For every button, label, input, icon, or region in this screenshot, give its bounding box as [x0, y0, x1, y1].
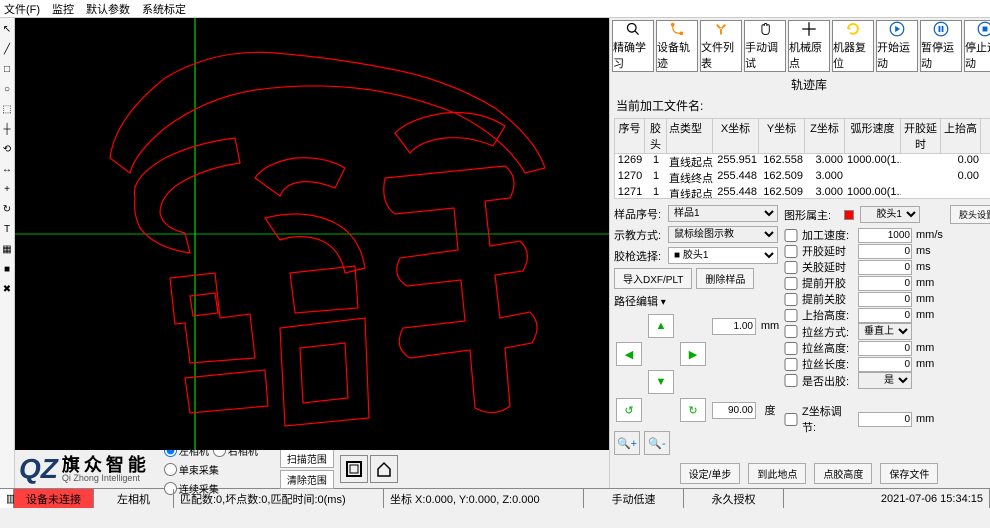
- rotate-cw[interactable]: ↻: [680, 398, 706, 422]
- logo: QZ 旗众智能 Qi Zhong Intelligent: [19, 453, 150, 485]
- tool-7[interactable]: ↔: [0, 162, 14, 176]
- cb-8[interactable]: [784, 358, 798, 371]
- tool-2[interactable]: □: [0, 62, 14, 76]
- zoom-in[interactable]: 🔍+: [614, 431, 640, 455]
- sample-select[interactable]: 样品1: [668, 205, 778, 222]
- cycle-button[interactable]: 机器复位: [832, 20, 874, 72]
- glue-select[interactable]: ■ 胶头1: [668, 247, 778, 264]
- drawing-canvas[interactable]: [15, 18, 609, 450]
- filename-label: 当前加工文件名:: [610, 95, 990, 116]
- top-toolbar: 精确学习设备轨迹文件列表手动调试机械原点机器复位开始运动暂停运动停止运动: [610, 18, 990, 74]
- cb-1[interactable]: [784, 245, 798, 258]
- tool-10[interactable]: T: [0, 222, 14, 236]
- tool-3[interactable]: ○: [0, 82, 14, 96]
- tool-13[interactable]: ✖: [0, 282, 14, 296]
- import-btn[interactable]: 导入DXF/PLT: [614, 268, 692, 289]
- bottom-btn-0[interactable]: 设定/单步: [680, 463, 741, 484]
- status-camera: 左相机: [94, 489, 174, 508]
- bottom-btn-2[interactable]: 点胶高度: [814, 463, 872, 484]
- tool-0[interactable]: ↖: [0, 22, 14, 36]
- attr-select[interactable]: 胶头1: [860, 206, 920, 223]
- clear-range-btn[interactable]: 清除范围: [280, 470, 334, 489]
- up-arrow[interactable]: ▲: [648, 314, 674, 338]
- tool-11[interactable]: ▦: [0, 242, 14, 256]
- status-coord: 坐标 X:0.000, Y:0.000, Z:0.000: [384, 489, 584, 508]
- table-row[interactable]: 12701直线终点255.448162.5093.0000.00: [615, 170, 990, 186]
- glue-setup-btn[interactable]: 胶头设置: [950, 205, 990, 224]
- down-arrow[interactable]: ▼: [648, 370, 674, 394]
- stop-button[interactable]: 停止运动: [964, 20, 990, 72]
- tool-4[interactable]: ⬚: [0, 102, 14, 116]
- menu-calib[interactable]: 系统标定: [142, 1, 186, 17]
- tools-button[interactable]: 文件列表: [700, 20, 742, 72]
- table-row[interactable]: 12691直线起点255.951162.5583.0001000.00(1...…: [615, 154, 990, 170]
- cb-2[interactable]: [784, 261, 798, 274]
- angle-input[interactable]: [712, 402, 756, 419]
- menu-file[interactable]: 文件(F): [4, 1, 40, 17]
- hand-button[interactable]: 手动调试: [744, 20, 786, 72]
- cb-0[interactable]: [784, 229, 798, 242]
- left-arrow[interactable]: ◀: [616, 342, 642, 366]
- status-time: 2021-07-06 15:34:15: [784, 489, 990, 508]
- bottom-btn-3[interactable]: 保存文件: [880, 463, 938, 484]
- tool-8[interactable]: +: [0, 182, 14, 196]
- tool-6[interactable]: ⟲: [0, 142, 14, 156]
- table-row[interactable]: 12711直线起点255.448162.5093.0001000.00(1...: [615, 186, 990, 199]
- tool-1[interactable]: ╱: [0, 42, 14, 56]
- rotate-ccw[interactable]: ↺: [616, 398, 642, 422]
- menu-monitor[interactable]: 监控: [52, 1, 74, 17]
- route-button[interactable]: 设备轨迹: [656, 20, 698, 72]
- left-toolbar: ↖ ╱ □ ○ ⬚ ┼ ⟲ ↔ + ↻ T ▦ ■ ✖: [0, 18, 15, 488]
- search-button[interactable]: 精确学习: [612, 20, 654, 72]
- cb-5[interactable]: [784, 309, 798, 322]
- step-input[interactable]: [712, 318, 756, 335]
- cb-4[interactable]: [784, 293, 798, 306]
- status-auth: 永久授权: [684, 489, 784, 508]
- menubar: 文件(F) 监控 默认参数 系统标定: [0, 0, 990, 18]
- tool-5[interactable]: ┼: [0, 122, 14, 136]
- cb-6[interactable]: [784, 325, 798, 338]
- pause-button[interactable]: 暂停运动: [920, 20, 962, 72]
- trajectory-table[interactable]: 序号胶头点类型X坐标Y坐标Z坐标弧形速度开胶延时上抬高 12691直线起点255…: [614, 118, 990, 199]
- cb-3[interactable]: [784, 277, 798, 290]
- z-cb[interactable]: [784, 413, 798, 426]
- status-device: 设备未连接: [14, 489, 94, 508]
- cb-9[interactable]: [784, 374, 798, 387]
- delete-sample-btn[interactable]: 删除样品: [696, 268, 754, 289]
- right-arrow[interactable]: ▶: [680, 342, 706, 366]
- fit-icon[interactable]: [340, 455, 368, 483]
- lib-title: 轨迹库: [610, 74, 990, 95]
- home-icon[interactable]: [370, 455, 398, 483]
- tool-12[interactable]: ■: [0, 262, 14, 276]
- scan-range-btn[interactable]: 扫描范围: [280, 449, 334, 468]
- cross-button[interactable]: 机械原点: [788, 20, 830, 72]
- cb-7[interactable]: [784, 342, 798, 355]
- radio-2[interactable]: 单束采集: [164, 462, 219, 477]
- status-match: 匹配数:0,坏点数:0,匹配时间:0(ms): [174, 489, 384, 508]
- canvas-footer: QZ 旗众智能 Qi Zhong Intelligent 左相机右相机单束采集连…: [15, 450, 609, 488]
- bottom-btn-1[interactable]: 到此地点: [748, 463, 806, 484]
- status-bar: ▥ 设备未连接 左相机 匹配数:0,坏点数:0,匹配时间:0(ms) 坐标 X:…: [0, 488, 990, 508]
- z-input[interactable]: [858, 412, 912, 427]
- tool-9[interactable]: ↻: [0, 202, 14, 216]
- play-button[interactable]: 开始运动: [876, 20, 918, 72]
- status-speed: 手动低速: [584, 489, 684, 508]
- zoom-out[interactable]: 🔍-: [644, 431, 670, 455]
- menu-params[interactable]: 默认参数: [86, 1, 130, 17]
- teach-mode-select[interactable]: 鼠标绘图示教: [668, 226, 778, 243]
